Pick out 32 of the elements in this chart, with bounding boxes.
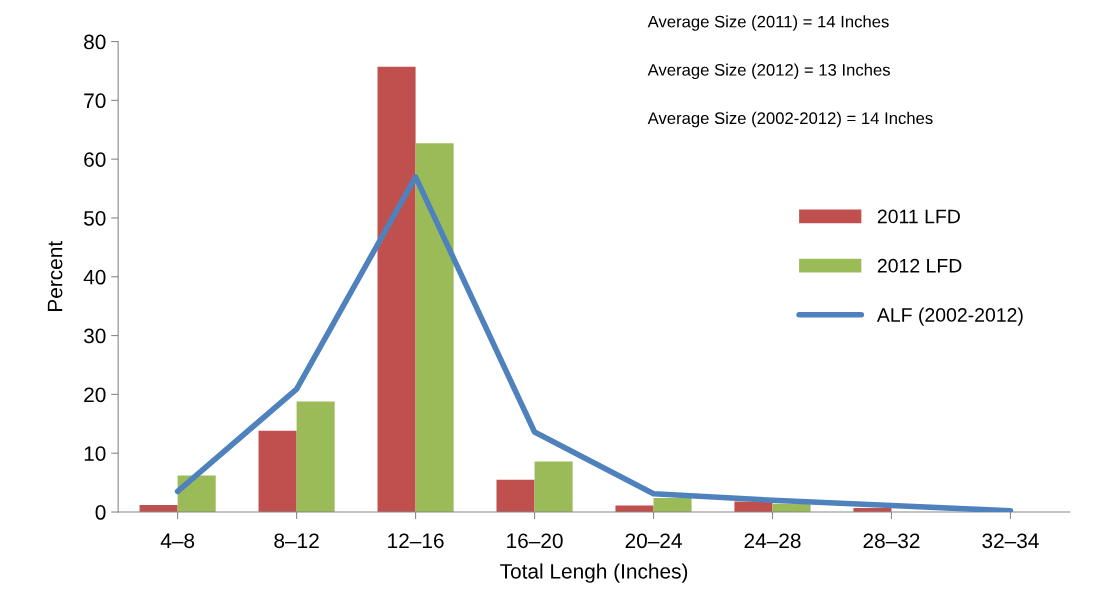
- x-tick-label: 8–12: [274, 533, 319, 549]
- y-tick-label: 0: [95, 505, 106, 520]
- bar: [377, 66, 416, 513]
- y-tick-label: 40: [83, 269, 106, 285]
- bar: [534, 461, 573, 513]
- legend-label: 2012 LFD: [877, 258, 962, 273]
- x-axis-title: Total Lengh (Inches): [500, 563, 688, 583]
- text: Average Size (2011) = 14 Inches: [647, 15, 889, 31]
- y-tick-label: 70: [84, 93, 106, 109]
- bar: [258, 430, 297, 513]
- x-tick-label: 28–32: [863, 533, 920, 549]
- y-tick-label: 50: [84, 210, 106, 226]
- y-tick-label: 20: [84, 387, 106, 403]
- legend-label: 2011 LFD: [877, 209, 960, 224]
- annotation: Average Size (2002-2012) = 14 Inches: [647, 111, 933, 128]
- x-tick-label: 12–16: [388, 533, 444, 549]
- x-tick-label: 32–34: [982, 533, 1039, 549]
- annotation: Average Size (2012) = 13 Inches: [647, 63, 890, 80]
- bar: [415, 143, 454, 513]
- y-tick-label: 30: [83, 328, 106, 344]
- bar: [653, 497, 692, 513]
- y-axis-title: Percent: [47, 241, 63, 311]
- bar: [496, 479, 535, 513]
- x-tick-label: 4–8: [160, 533, 195, 549]
- y-tick-label: 80: [84, 34, 106, 50]
- x-tick-label: 20–24: [625, 533, 682, 549]
- x-tick-label: 24–28: [744, 533, 801, 549]
- y-tick-label: 60: [84, 152, 106, 167]
- y-tick-label: 10: [84, 446, 106, 461]
- bar: [296, 401, 335, 513]
- legend-label: ALF (2002-2012): [876, 307, 1023, 326]
- x-tick-label: 16–20: [507, 533, 563, 549]
